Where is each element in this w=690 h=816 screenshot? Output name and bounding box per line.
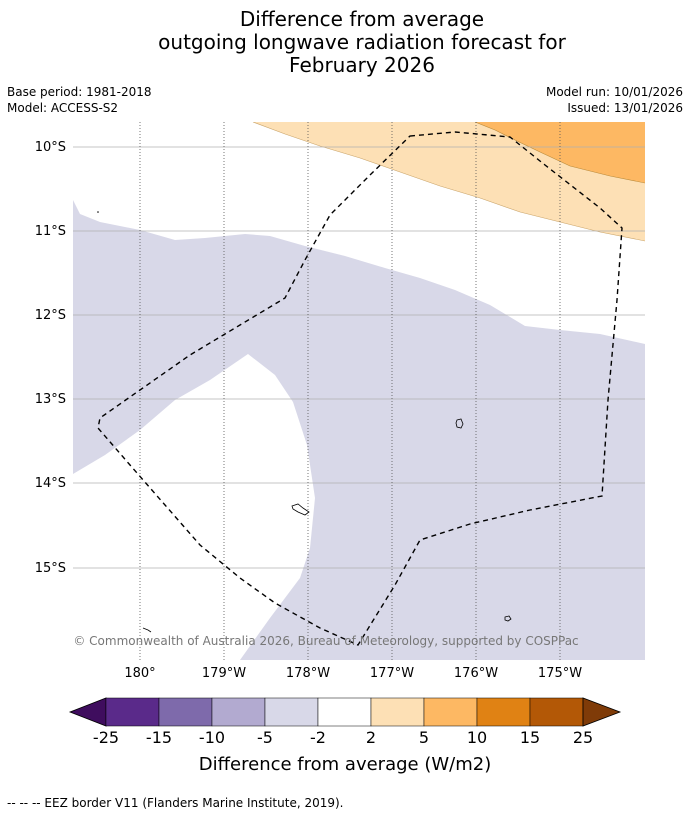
lon-label-176w: 176°W (454, 666, 498, 681)
lon-label-175w: 175°W (538, 666, 582, 681)
colorbar-tick-10: 25 (573, 728, 593, 747)
eez-border (97, 131, 623, 646)
colorbar-tick-5: -2 (310, 728, 326, 747)
lat-label-12s: 12°S (35, 308, 66, 323)
colorbar-swatch-8 (476, 697, 531, 727)
colorbar-swatch-9 (529, 697, 584, 727)
lat-label-15s: 15°S (35, 561, 66, 576)
anomaly-region-2-to-5-edge (252, 122, 645, 242)
lat-label-10s: 10°S (35, 140, 66, 155)
longitude-labels: 180° 179°W 178°W 177°W 176°W 175°W (124, 666, 582, 681)
island-wallis (291, 503, 310, 516)
map-panel: © Commonwealth of Australia 2026, Bureau… (73, 122, 645, 660)
colorbar-tick-9: 15 (520, 728, 540, 747)
meta-left: Base period: 1981-2018 Model: ACCESS-S2 (7, 84, 152, 116)
lon-label-177w: 177°W (370, 666, 414, 681)
title-line-3: February 2026 (289, 53, 435, 77)
colorbar-extend-high (582, 697, 622, 727)
copyright-text: © Commonwealth of Australia 2026, Bureau… (73, 634, 578, 648)
model-name: Model: ACCESS-S2 (7, 101, 119, 115)
colorbar-swatch-2 (158, 697, 213, 727)
lat-label-11s: 11°S (35, 224, 66, 239)
colorbar-swatch-6 (370, 697, 425, 727)
colorbar-tick-7: 5 (419, 728, 429, 747)
base-period: Base period: 1981-2018 (7, 85, 152, 99)
issued-date: Issued: 13/01/2026 (567, 101, 683, 115)
meta-right: Model run: 10/01/2026 Issued: 13/01/2026 (546, 84, 683, 116)
colorbar-swatch-5 (317, 697, 372, 727)
latitude-gridlines (73, 146, 645, 569)
map-title: Difference from average outgoing longwav… (0, 8, 690, 77)
lon-label-178w: 178°W (286, 666, 330, 681)
lat-label-14s: 14°S (35, 476, 66, 491)
colorbar-title: Difference from average (W/m2) (199, 754, 491, 775)
colorbar-tick-4: -5 (257, 728, 273, 747)
island-tafahi (504, 615, 512, 622)
colorbar-tick-3: -10 (199, 728, 225, 747)
colorbar-swatch-7 (423, 697, 478, 727)
title-line-1: Difference from average (239, 7, 485, 31)
model-run: Model run: 10/01/2026 (545, 85, 683, 99)
eez-footnote: -- -- -- EEZ border V11 (Flanders Marine… (7, 796, 344, 810)
colorbar-tick-2: -15 (146, 728, 172, 747)
colorbar-tick-6: 2 (366, 728, 376, 747)
latitude-labels: 10°S 11°S 12°S 13°S 14°S 15°S (35, 140, 66, 576)
colorbar-swatch-3 (211, 697, 266, 727)
anomaly-region-5-to-10-edge (474, 122, 645, 184)
island-fragment-west (142, 627, 152, 633)
island-niuafoou (455, 418, 464, 429)
lon-label-180: 180° (124, 666, 155, 681)
colorbar-tick-8: 10 (467, 728, 487, 747)
lon-label-179w: 179°W (202, 666, 246, 681)
colorbar-swatch-1 (105, 697, 160, 727)
lat-label-13s: 13°S (35, 392, 66, 407)
colorbar-extend-low (68, 697, 107, 727)
colorbar-tick-1: -25 (93, 728, 119, 747)
title-line-2: outgoing longwave radiation forecast for (158, 30, 566, 54)
colorbar: -25 -15 -10 -5 -2 2 5 10 15 25 Differenc… (68, 697, 622, 775)
island-dot (97, 211, 99, 213)
colorbar-swatch-4 (264, 697, 319, 727)
